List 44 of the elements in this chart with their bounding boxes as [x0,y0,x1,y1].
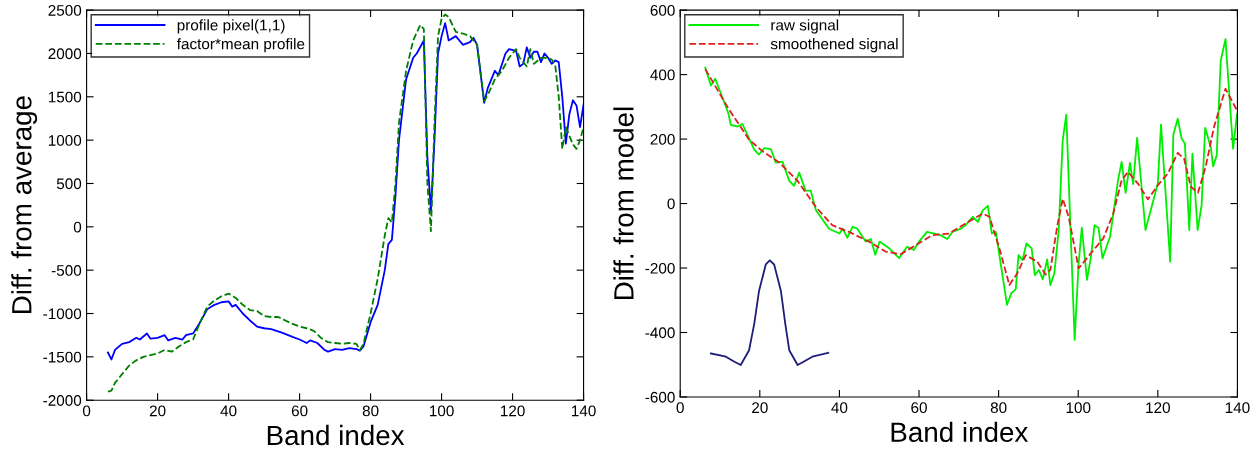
x-tick-label: 140 [572,405,596,417]
x-tick-label: 60 [911,402,927,414]
y-tick-label: -400 [645,327,675,339]
y-tick-label: 1000 [48,135,82,146]
y-axis-title: Diff. from average [11,96,38,314]
x-axis-title: Band index [891,421,1029,443]
y-tick-label: 400 [650,69,675,81]
y-tick-label: 500 [56,178,82,190]
line-series [704,68,1238,287]
y-tick-label: 600 [650,4,675,16]
legend-label: smoothened signal [770,38,898,53]
line-series [709,259,830,366]
legend-label: factor*mean profile [176,38,305,53]
x-tick-label: 60 [291,405,308,417]
x-tick-label: 20 [149,405,166,417]
x-tick-label: 80 [362,405,379,417]
x-tick-label: 120 [501,405,525,417]
x-tick-label: 40 [220,405,237,417]
y-tick-label: 1500 [48,91,82,103]
legend-label: profile pixel(1,1) [177,19,285,34]
y-tick-label: -600 [645,391,675,403]
legend-label: raw signal [771,19,839,34]
x-axis-title: Band index [267,424,405,446]
x-tick-label: 100 [1066,402,1091,414]
y-tick-label: -1500 [43,351,82,363]
x-tick-label: 100 [430,405,454,417]
y-tick-label: 2500 [48,4,82,16]
x-tick-label: 20 [752,402,768,414]
x-tick-label: 140 [1225,402,1250,414]
y-tick-label: 0 [667,198,675,210]
x-tick-label: 0 [82,405,91,417]
y-axis-title: Diff. from model [613,107,634,300]
x-tick-label: 80 [990,402,1007,414]
y-tick-label: -1000 [43,308,82,320]
y-tick-label: 0 [73,221,82,233]
x-tick-label: 0 [676,402,684,414]
y-tick-label: 200 [650,133,675,145]
y-tick-label: -200 [645,262,675,274]
y-tick-label: -2000 [43,395,82,406]
y-tick-label: 2000 [48,48,82,60]
x-tick-label: 120 [1146,402,1170,414]
y-tick-label: -500 [51,265,82,276]
x-tick-label: 40 [831,402,848,414]
line-series [704,38,1238,341]
